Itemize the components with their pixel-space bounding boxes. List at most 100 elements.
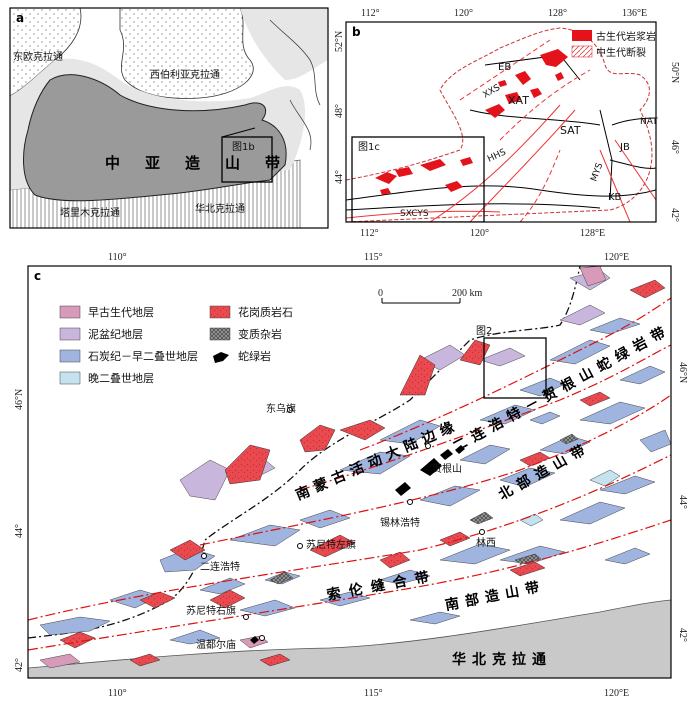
- place-wendurmiao: 温都尔庙: [196, 638, 236, 651]
- label-caob-4: 山: [225, 154, 240, 172]
- legend-metamorphic: 变质杂岩: [238, 327, 282, 341]
- legend-granite: 花岗质岩石: [238, 305, 293, 319]
- belt-erlian-11: 岩: [629, 334, 650, 356]
- c-lat-right-44: 44°: [677, 495, 688, 509]
- belt-south-mongolia-5: 动: [365, 451, 384, 472]
- belt-south-mongolia-6: 大: [383, 443, 402, 464]
- c-lat-right-42: 42°: [677, 628, 688, 642]
- scale-zero: 0: [378, 288, 383, 299]
- b-lon-bottom-112: 112°: [360, 228, 379, 239]
- label-east-europe: 东欧克拉通: [13, 50, 63, 63]
- place-sunite-right: 苏尼特右旗: [186, 604, 236, 617]
- belt-erlian-1: 二: [450, 435, 470, 456]
- central-asian-orogenic-belt: [23, 74, 287, 202]
- belt-solon-5: 带: [414, 569, 431, 588]
- carboniferous-permian-strata: [39, 317, 671, 645]
- belt-southern-4: 山: [504, 584, 521, 602]
- unit-sat: SAT: [560, 124, 581, 137]
- unit-jb: JB: [619, 142, 630, 153]
- unit-sxcys: SXCYS: [400, 209, 429, 219]
- place-hegenshan: 贺根山: [432, 462, 462, 475]
- ophiolites: [250, 445, 465, 644]
- place-dongwu: 东乌旗: [266, 402, 296, 415]
- belt-southern-3: 造: [484, 587, 501, 606]
- legend: 早古生代地层 泥盆纪地层 石炭纪－早二叠世地层 晚二叠世地层 花岗质岩石 变质杂…: [59, 305, 293, 385]
- c-lat-left-42: 42°: [14, 658, 25, 672]
- place-markers: 东乌旗 贺根山 锡林浩特 苏尼特左旗 林西 二连浩特 苏尼特右旗 温都尔庙: [186, 402, 496, 651]
- unit-nat: NAT: [640, 117, 658, 127]
- place-xilinhot: 锡林浩特: [380, 516, 420, 529]
- panel-c-letter: c: [34, 269, 41, 283]
- b-lon-128: 128°: [548, 8, 567, 19]
- label-north-china-a: 华北克拉通: [195, 202, 245, 215]
- panel-a: a 东欧克拉通 西伯利亚克拉通 中 亚 造 山 带 塔里木克拉通 华北克拉通 图…: [9, 7, 329, 229]
- b-lon-136: 136°E: [622, 8, 647, 19]
- unit-kb: KB: [608, 192, 622, 203]
- panel-b-extent-box: [221, 136, 273, 183]
- belt-erlian-8: 山: [576, 365, 596, 386]
- label-siberia: 西伯利亚克拉通: [150, 68, 220, 81]
- label-caob-5: 带: [265, 154, 280, 172]
- legend-late-permian: 晚二叠世地层: [88, 372, 154, 385]
- belt-south-mongolia-2: 蒙: [311, 475, 330, 496]
- siberia-craton: [119, 8, 254, 99]
- belt-northern-5: 带: [568, 443, 588, 464]
- belt-boundaries: [28, 297, 671, 651]
- legend-devonian: 泥盆纪地层: [88, 327, 143, 341]
- figure-2-extent-box: [483, 337, 547, 399]
- belt-southern-5: 带: [524, 580, 541, 598]
- label-tarim: 塔里木克拉通: [60, 206, 120, 219]
- c-lon-top-120: 120°E: [604, 252, 629, 263]
- belt-northern-1: 北: [496, 483, 516, 504]
- label-north-china-3: 克: [492, 651, 506, 668]
- label-figure-2: 图2: [476, 325, 492, 337]
- b-lat-44: 44°: [334, 170, 345, 184]
- panel-c: c 110° 115° 120°E 110° 115° 120°E 46°N 4…: [14, 252, 688, 699]
- belt-erlian-6: 贺: [539, 384, 560, 406]
- c-lon-bot-115: 115°: [364, 688, 383, 699]
- legend-ophiolite: 蛇绿岩: [238, 349, 271, 363]
- panel-b: 112° 120° 128° 136°E 112° 120° 128°E 52°…: [334, 8, 680, 239]
- b-lat-48: 48°: [334, 104, 345, 118]
- legend-paleozoic-swatch: [572, 30, 592, 41]
- belt-solon-1: 索: [325, 584, 342, 604]
- label-north-china-2: 北: [472, 652, 486, 668]
- belt-south-mongolia-8: 边: [419, 427, 440, 448]
- label-caob-1: 中: [105, 154, 120, 172]
- b-lon-120: 120°: [454, 8, 473, 19]
- legend-early-paleozoic: 早古生代地层: [88, 305, 154, 319]
- scale-label: 200 km: [452, 288, 483, 299]
- legend-fault-swatch: [571, 45, 593, 58]
- b-lat-50: 50°N: [669, 62, 680, 83]
- belt-south-mongolia-9: 缘: [437, 419, 456, 440]
- label-caob-3: 造: [185, 154, 200, 172]
- panel-b-letter: b: [352, 25, 361, 39]
- late-permian-strata: [519, 469, 621, 527]
- belt-south-mongolia-4: 活: [347, 459, 366, 480]
- belt-south-mongolia-7: 陆: [402, 436, 421, 456]
- c-lon-bot-110: 110°: [108, 688, 127, 699]
- b-lon-bottom-120: 120°: [470, 228, 489, 239]
- label-north-china-4: 拉: [512, 651, 526, 668]
- belt-erlian-12: 带: [648, 325, 668, 346]
- place-sunite-left: 苏尼特左旗: [306, 538, 356, 551]
- legend-fault-label: 中生代断裂: [596, 46, 646, 59]
- belt-solon-3: 缝: [369, 576, 386, 596]
- belt-southern-2: 部: [464, 591, 481, 610]
- legend-carboniferous: 石炭纪－早二叠世地层: [88, 350, 198, 363]
- c-lon-top-110: 110°: [108, 252, 127, 263]
- metamorphic-complexes: [269, 433, 579, 585]
- legend-paleozoic-label: 古生代岩浆岩: [596, 30, 656, 43]
- granitic-rocks: [59, 279, 666, 667]
- scale-bar: 0 200 km: [378, 288, 483, 304]
- east-europe-craton: [10, 8, 82, 97]
- panel-a-letter: a: [16, 11, 24, 25]
- label-north-china-1: 华: [452, 651, 466, 668]
- belt-erlian-5: －: [522, 395, 542, 416]
- label-box-1b: 图1b: [232, 141, 255, 153]
- belt-south-mongolia-1: 南: [293, 483, 312, 504]
- b-lat-42: 42°: [669, 208, 680, 222]
- panel-c-extent-box: [351, 136, 485, 222]
- b-lon-112: 112°: [361, 8, 380, 19]
